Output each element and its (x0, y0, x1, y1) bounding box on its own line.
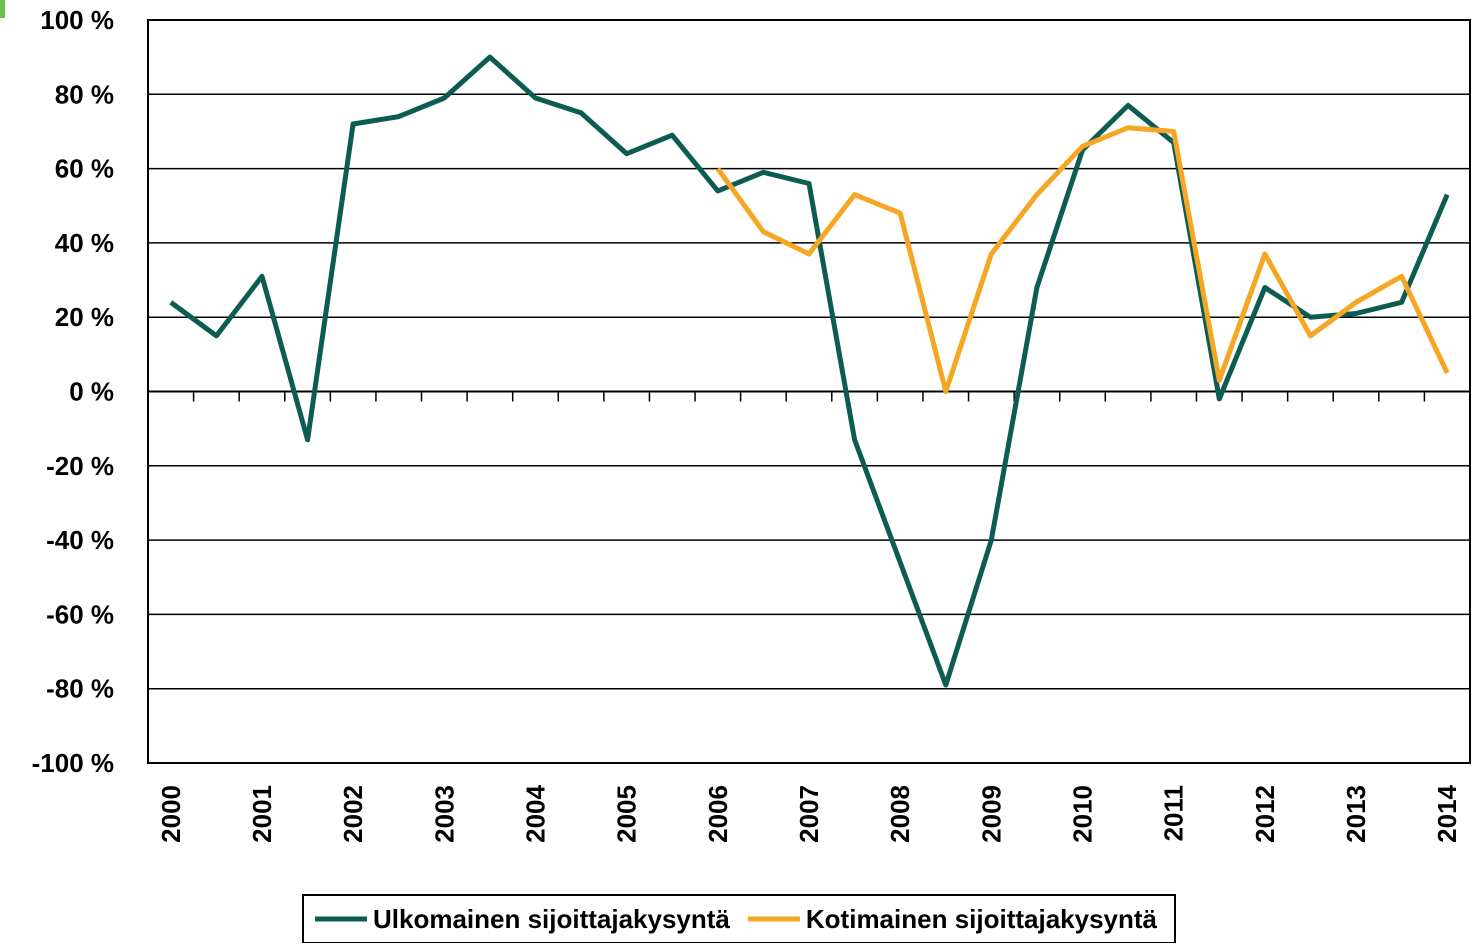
x-tick-label: 2001 (247, 785, 277, 843)
y-tick-label: 60 % (55, 154, 114, 184)
x-tick-label: 2005 (612, 785, 642, 843)
x-tick-label: 2003 (429, 785, 459, 843)
legend-label: Kotimainen sijoittajakysyntä (806, 904, 1158, 934)
x-tick-label: 2000 (156, 785, 186, 843)
corner-mark (0, 0, 5, 18)
x-tick-label: 2014 (1432, 784, 1462, 842)
x-tick-label: 2010 (1068, 785, 1098, 843)
y-tick-label: 20 % (55, 302, 114, 332)
legend: Ulkomainen sijoittajakysyntä Kotimainen s… (301, 894, 1177, 944)
y-tick-label: -80 % (46, 674, 114, 704)
series-line (169, 54, 1450, 688)
y-tick-label: 0 % (69, 377, 114, 407)
x-tick-label: 2007 (794, 785, 824, 843)
x-tick-label: 2011 (1159, 785, 1189, 841)
y-tick-label: -40 % (46, 525, 114, 555)
x-tick-label: 2006 (703, 785, 733, 843)
x-tick-label: 2012 (1250, 785, 1280, 843)
x-tick-label: 2004 (520, 784, 550, 842)
x-tick-label: 2013 (1341, 785, 1371, 843)
y-tick-label: 100 % (40, 5, 114, 35)
x-tick-label: 2002 (338, 785, 368, 843)
y-tick-label: 80 % (55, 79, 114, 109)
legend-label: Ulkomainen sijoittajakysyntä (373, 904, 730, 934)
y-tick-label: 40 % (55, 228, 114, 258)
y-tick-label: -20 % (46, 451, 114, 481)
legend-box (301, 894, 1177, 944)
x-tick-label: 2009 (976, 785, 1006, 843)
y-tick-label: -100 % (32, 748, 114, 778)
series-line (715, 125, 1450, 394)
y-tick-label: -60 % (46, 599, 114, 629)
x-tick-label: 2008 (885, 785, 915, 843)
